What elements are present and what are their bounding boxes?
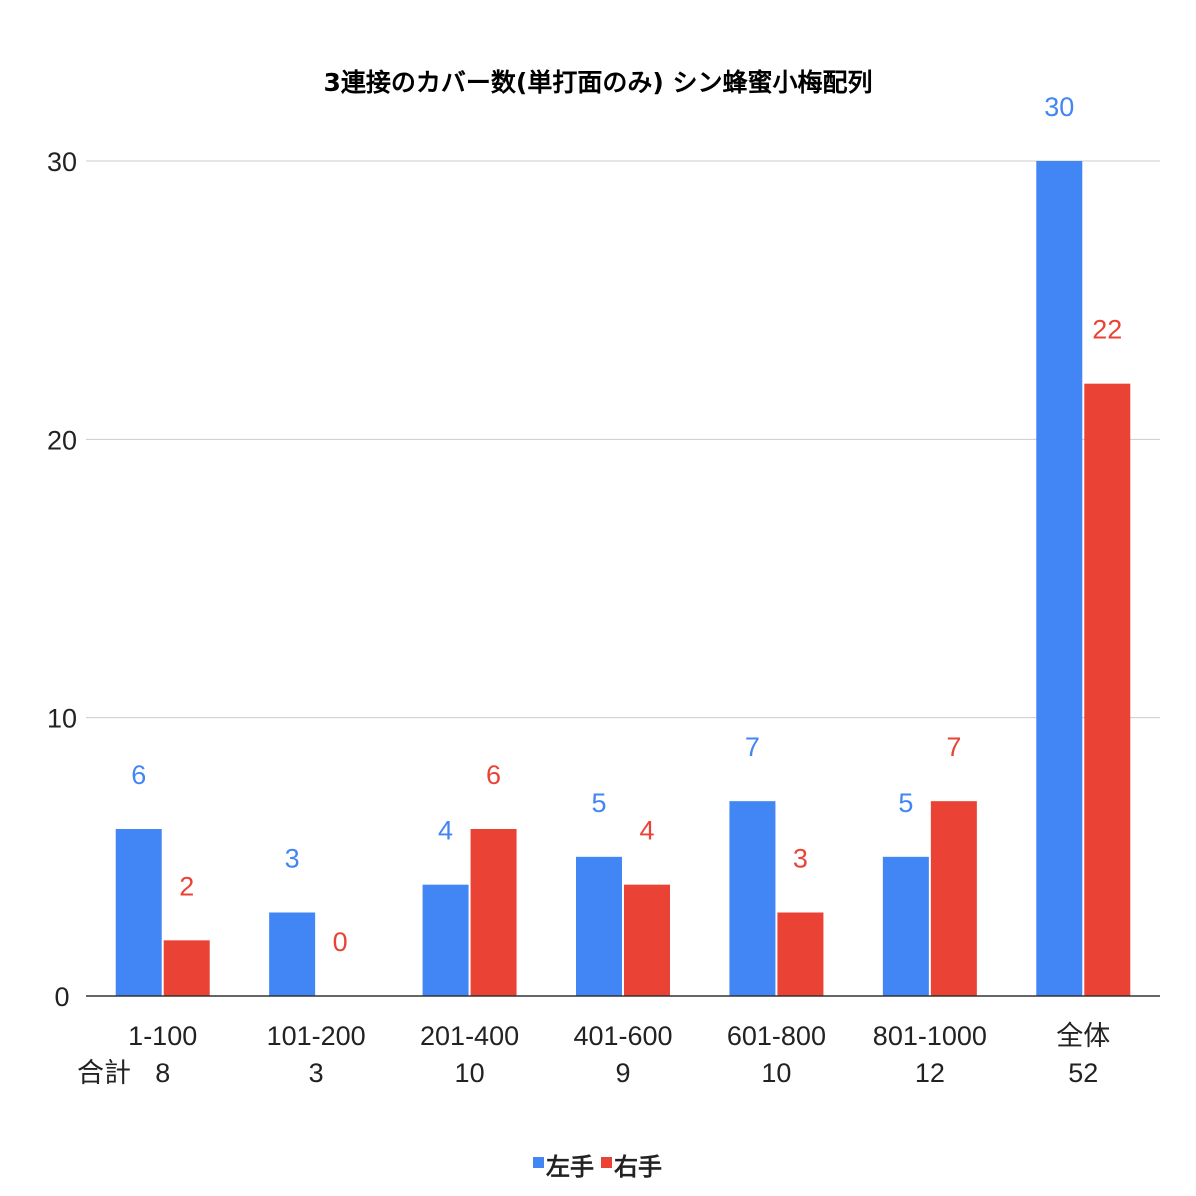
data-label: 2 — [179, 871, 194, 901]
bar-left-3 — [576, 856, 622, 996]
bar-right-0 — [163, 940, 210, 996]
x-axis: 合計 1-100 8 101-200 3 201-400 10 401-600 9 601-80… — [77, 995, 1160, 1088]
y-axis: 0 10 20 30 — [47, 147, 77, 1012]
y-tick-label: 10 — [47, 704, 77, 734]
data-label: 0 — [333, 927, 348, 957]
legend-label: 右手 — [614, 1153, 662, 1181]
category-label: 1-100 — [128, 1021, 197, 1051]
data-label: 6 — [131, 760, 146, 790]
data-label: 30 — [1044, 92, 1074, 122]
bar-right-5 — [930, 801, 977, 996]
total-value: 9 — [615, 1058, 630, 1088]
y-tick-label: 30 — [47, 147, 77, 177]
category-label: 全体 — [1056, 1021, 1110, 1051]
category-label: 101-200 — [267, 1021, 366, 1051]
bar-right-6 — [1084, 383, 1131, 997]
bar-right-2 — [470, 829, 517, 996]
category-label: 401-600 — [573, 1021, 672, 1051]
y-tick-label: 0 — [54, 982, 69, 1012]
bar-left-0 — [115, 829, 162, 996]
legend-swatch — [533, 1157, 544, 1168]
data-label: 7 — [946, 732, 961, 762]
bar-left-5 — [882, 856, 929, 996]
legend-label: 左手 — [546, 1153, 594, 1181]
data-label: 7 — [745, 732, 760, 762]
totals-row-label: 合計 — [77, 1058, 131, 1088]
data-label: 5 — [898, 788, 913, 818]
total-value: 3 — [309, 1058, 324, 1088]
data-label: 5 — [591, 788, 606, 818]
category-label: 201-400 — [420, 1021, 519, 1051]
bar-left-4 — [729, 801, 776, 996]
total-value: 52 — [1068, 1058, 1098, 1088]
bar-left-2 — [422, 884, 469, 996]
bar-left-6 — [1036, 161, 1083, 996]
data-label: 22 — [1092, 315, 1122, 345]
total-value: 10 — [455, 1058, 485, 1088]
bar-left-1 — [269, 912, 316, 996]
data-label: 4 — [438, 816, 453, 846]
bar-right-3 — [624, 884, 670, 996]
legend: 左手 右手 — [533, 1153, 662, 1181]
chart-title: 3連接のカバー数(単打面のみ) シン蜂蜜小梅配列 — [324, 68, 873, 97]
data-label: 6 — [486, 760, 501, 790]
total-value: 12 — [915, 1058, 945, 1088]
gridlines — [86, 160, 1160, 719]
category-label: 801-1000 — [873, 1021, 987, 1051]
bars — [115, 161, 1131, 997]
category-label: 601-800 — [727, 1021, 826, 1051]
total-value: 10 — [761, 1058, 791, 1088]
legend-swatch — [601, 1157, 612, 1168]
total-value: 8 — [155, 1058, 170, 1088]
y-tick-label: 20 — [47, 425, 77, 455]
data-label: 3 — [285, 844, 300, 874]
bar-right-4 — [777, 912, 824, 996]
data-label: 4 — [639, 816, 654, 846]
data-label: 3 — [793, 844, 808, 874]
